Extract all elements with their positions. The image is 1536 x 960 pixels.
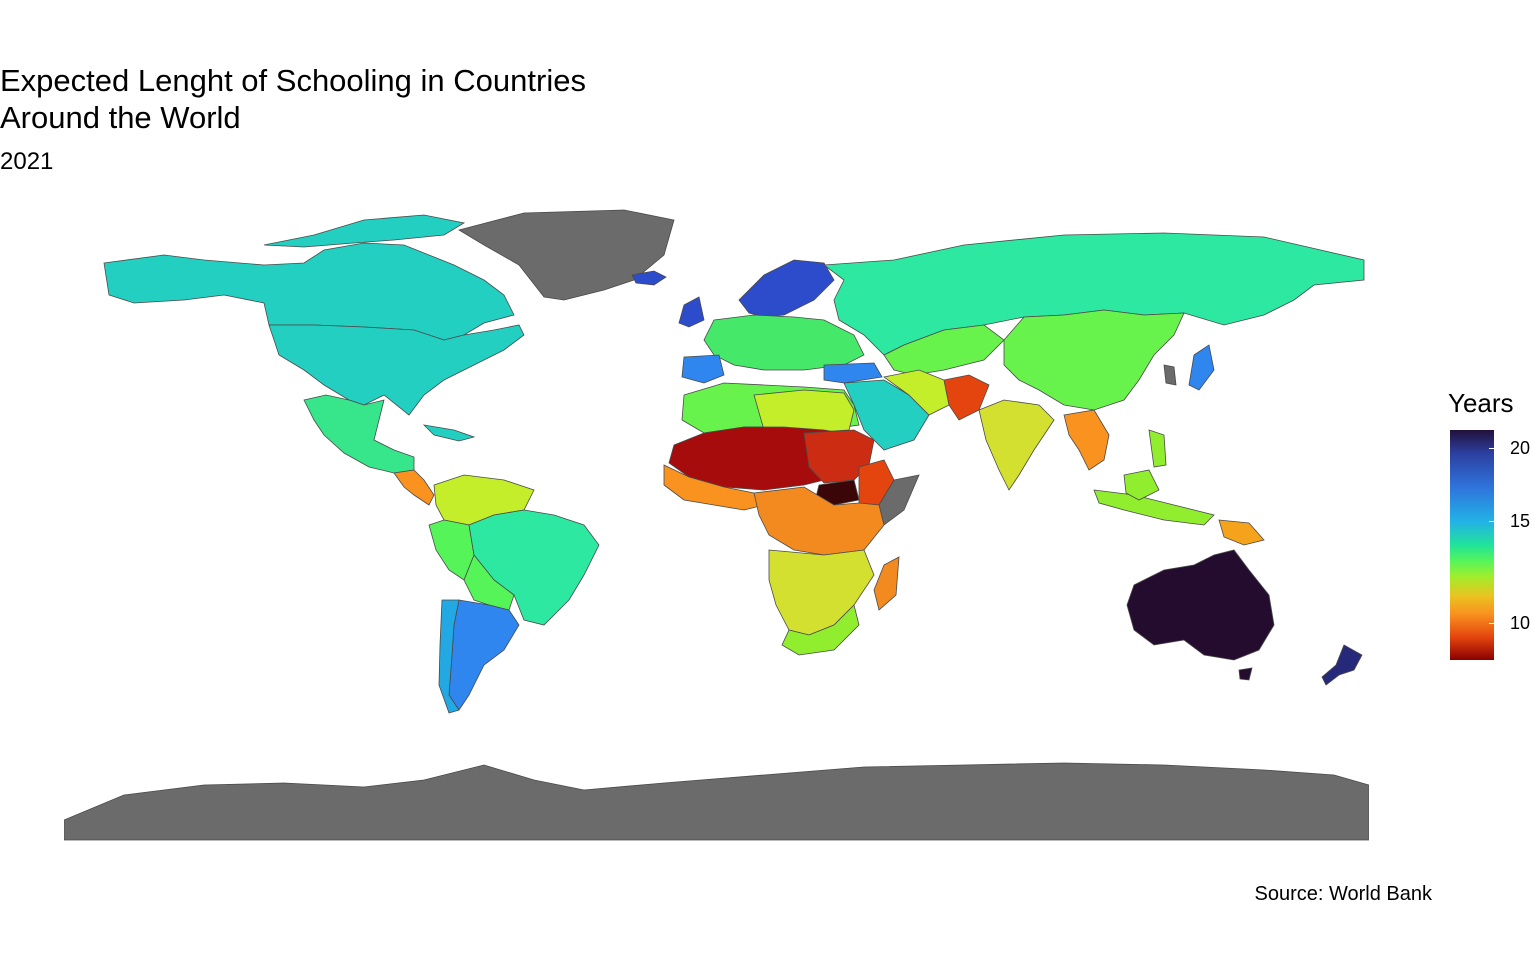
legend: Years 20 15 10 xyxy=(1448,388,1536,668)
region-mexico xyxy=(303,394,415,474)
region-iceland xyxy=(631,270,667,286)
world-map xyxy=(63,205,1370,845)
region-philippines xyxy=(1148,429,1167,468)
region-south-africa xyxy=(781,604,860,656)
region-tasmania xyxy=(1238,667,1253,681)
region-canada xyxy=(103,242,515,341)
region-usa xyxy=(268,324,525,416)
region-antarctica xyxy=(63,762,1370,841)
region-chile xyxy=(438,599,460,714)
region-china xyxy=(1003,309,1185,411)
region-central-america xyxy=(393,469,435,506)
region-turkey xyxy=(823,362,883,384)
world-map-svg xyxy=(63,209,1370,841)
region-arctic-islands xyxy=(263,214,466,248)
region-iberia xyxy=(681,354,725,384)
region-madagascar xyxy=(873,556,900,611)
region-bolivia xyxy=(463,554,515,611)
region-middle-east xyxy=(843,379,930,451)
region-png xyxy=(1218,519,1265,546)
legend-tick xyxy=(1489,521,1496,522)
legend-label-10: 10 xyxy=(1510,613,1531,633)
region-greenland xyxy=(457,209,675,301)
region-indonesia xyxy=(1093,489,1215,526)
legend-label-15: 15 xyxy=(1510,511,1531,531)
legend-colorbar xyxy=(1450,430,1494,660)
region-scandinavia xyxy=(738,259,835,318)
region-somalia xyxy=(878,474,920,526)
region-india xyxy=(978,399,1055,491)
chart-subtitle: 2021 xyxy=(0,148,54,175)
legend-label-20: 20 xyxy=(1510,438,1531,458)
legend-title: Years xyxy=(1448,388,1514,418)
region-central-asia xyxy=(883,324,1005,376)
region-japan xyxy=(1188,344,1215,391)
legend-tick xyxy=(1489,623,1496,624)
chart-title: Expected Lenght of Schooling in Countrie… xyxy=(0,63,586,135)
region-se-asia xyxy=(1063,409,1110,471)
region-argentina xyxy=(448,599,520,711)
region-west-africa xyxy=(663,464,765,511)
region-europe xyxy=(703,314,865,371)
region-new-zealand xyxy=(1321,644,1363,686)
source-caption: Source: World Bank xyxy=(1254,883,1433,905)
region-uk xyxy=(678,296,705,328)
region-korea xyxy=(1163,364,1177,386)
region-libya-egypt xyxy=(753,389,855,434)
region-borneo xyxy=(1123,469,1160,501)
region-australia xyxy=(1126,549,1275,661)
region-caribbean xyxy=(422,424,476,442)
region-central-africa xyxy=(753,486,885,556)
legend-tick xyxy=(1489,448,1496,449)
